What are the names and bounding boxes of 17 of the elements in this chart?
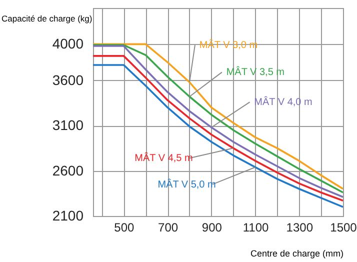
text: MÂT V 5,0 m	[158, 178, 216, 190]
x-tick-label: 1300	[286, 220, 314, 234]
y-tick-label: 2600	[52, 162, 84, 178]
y-tick-label: 2100	[52, 208, 84, 224]
y-tick-label: 3600	[52, 72, 84, 88]
y-axis-title: Capacité de charge (kg)	[2, 14, 92, 24]
x-axis-title: Centre de charge (mm)	[250, 248, 344, 258]
x-tick-label: 500	[114, 220, 135, 234]
y-tick-label: 3100	[52, 117, 84, 134]
x-tick-label: 1500	[330, 220, 357, 234]
x-tick-label: 1100	[242, 220, 270, 234]
text: MÂT V 3,0 m	[199, 39, 258, 52]
text: MÂT V 4,5 m	[134, 152, 193, 164]
x-tick-label: 700	[158, 220, 178, 234]
y-tick-label: 4000	[52, 36, 84, 52]
text: MÂT V 3,5 m	[226, 66, 285, 78]
x-tick-label: 900	[202, 220, 222, 234]
